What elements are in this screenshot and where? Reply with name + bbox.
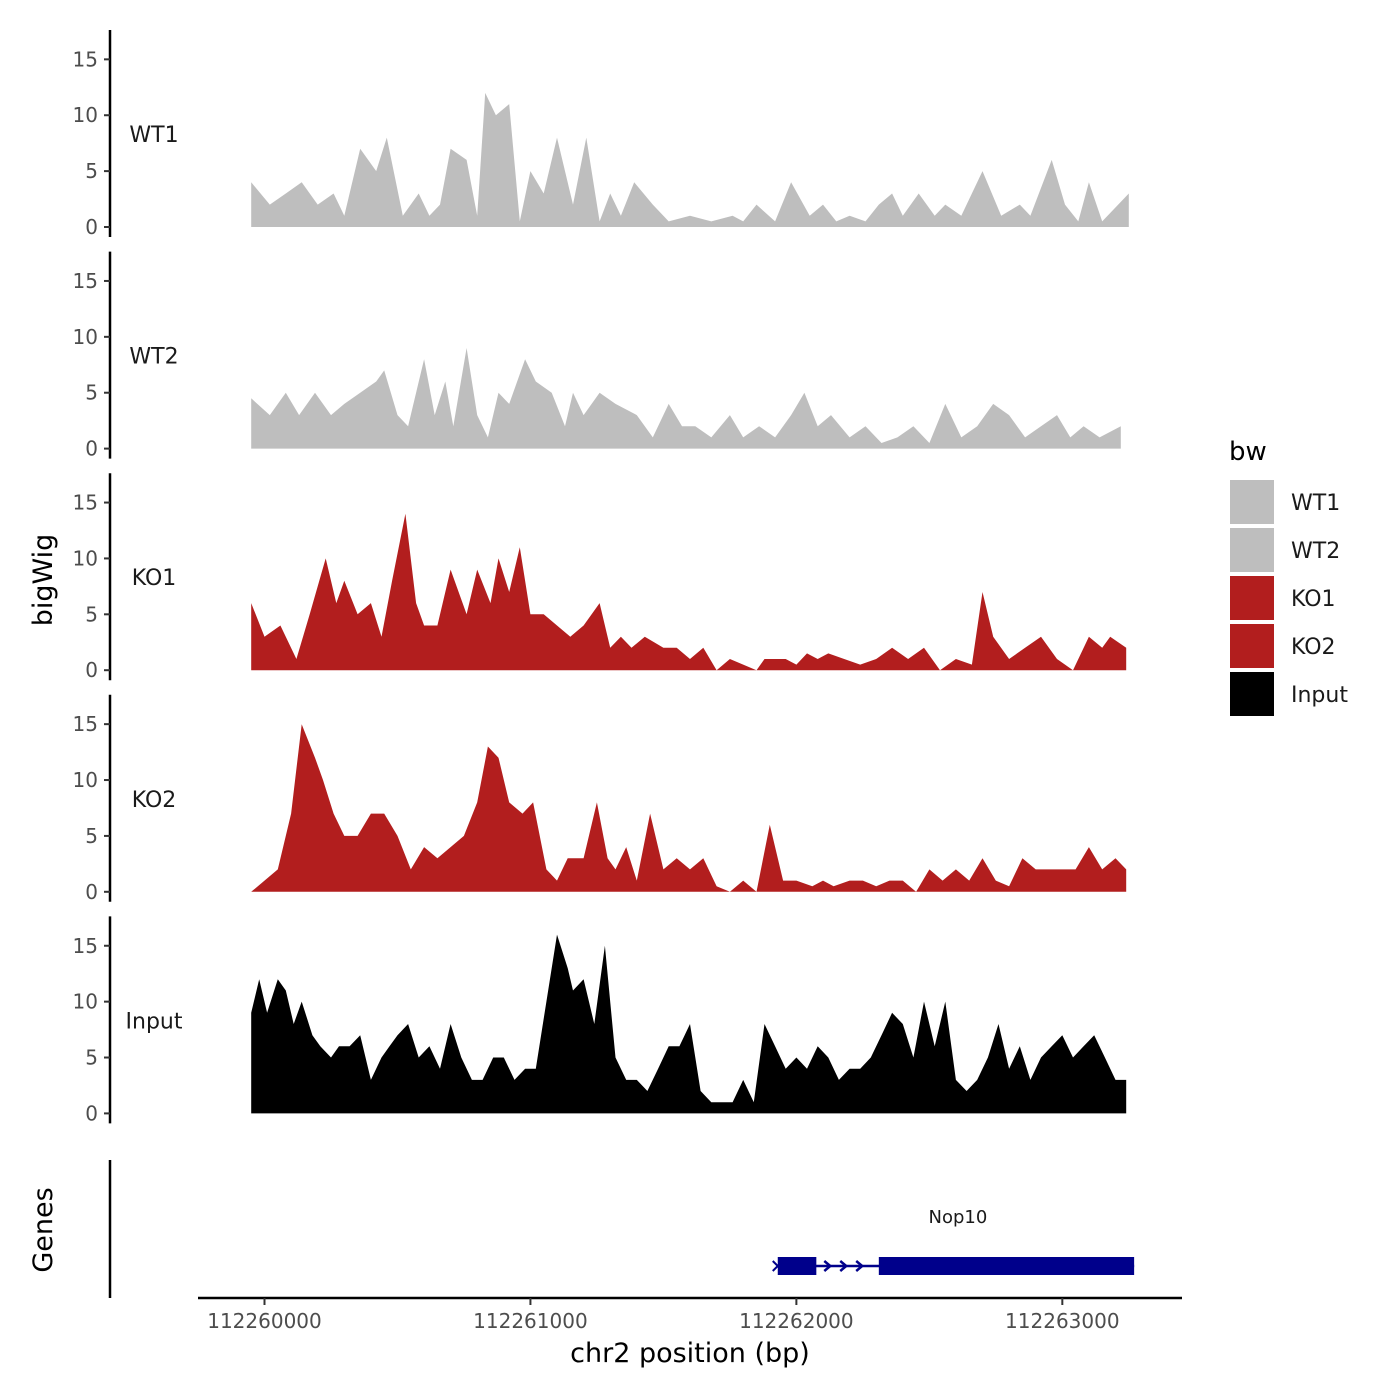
y-tick-label: 5 xyxy=(85,159,98,183)
area-wt1 xyxy=(251,92,1129,228)
y-tick-label: 15 xyxy=(73,934,98,958)
x-tick-label: 112262000 xyxy=(739,1309,854,1333)
y-tick-label: 15 xyxy=(73,712,98,736)
gene-track-title: Genes xyxy=(28,1187,59,1272)
legend-key xyxy=(1230,528,1274,572)
y-tick-label: 15 xyxy=(73,269,98,293)
x-tick-label: 112263000 xyxy=(1005,1309,1120,1333)
x-tick-label: 112260000 xyxy=(207,1309,322,1333)
bigwig-tracks: 0 5 10 15 WT1 0 5 10 15 WT2 0 5 10 15 KO1 0 5 10 15 KO2 0 5 10… xyxy=(73,30,1129,1125)
gene-track: Nop10 xyxy=(108,1160,1135,1298)
y-tick-label: 10 xyxy=(73,990,98,1014)
y-tick-label: 0 xyxy=(85,658,98,682)
track-ko1: 0 5 10 15 KO1 xyxy=(73,473,1127,682)
y-tick-label: 0 xyxy=(85,1101,98,1125)
y-tick-label: 0 xyxy=(85,880,98,904)
y-tick-label: 15 xyxy=(73,491,98,515)
y-tick-label: 10 xyxy=(73,768,98,792)
area-ko2 xyxy=(251,724,1127,892)
strand-arrow xyxy=(855,1260,865,1272)
legend-key xyxy=(1230,624,1274,668)
legend: WT1 WT2 KO1 KO2 Input xyxy=(1230,480,1348,716)
y-tick-label: 10 xyxy=(73,546,98,570)
gene-nop10: Nop10 xyxy=(772,1207,1135,1275)
area-ko1 xyxy=(251,513,1127,671)
legend-item-ko1: KO1 xyxy=(1230,576,1336,620)
y-tick-label: 5 xyxy=(85,1046,98,1070)
legend-label: KO1 xyxy=(1291,587,1336,612)
track-label: Input xyxy=(126,1009,183,1034)
legend-item-ko2: KO2 xyxy=(1230,624,1336,668)
legend-item-input: Input xyxy=(1230,672,1348,716)
y-tick-label: 5 xyxy=(85,381,98,405)
x-axis-title: chr2 position (bp) xyxy=(570,1338,810,1369)
gene-exon xyxy=(878,1257,1135,1275)
area-input xyxy=(251,934,1127,1114)
gene-exon xyxy=(777,1257,817,1275)
legend-key xyxy=(1230,576,1274,620)
x-tick-label: 112261000 xyxy=(473,1309,588,1333)
track-ko2: 0 5 10 15 KO2 xyxy=(73,694,1127,904)
gene-name-label: Nop10 xyxy=(929,1207,988,1228)
y-tick-label: 10 xyxy=(73,325,98,349)
track-label: KO1 xyxy=(132,566,177,591)
legend-item-wt1: WT1 xyxy=(1230,480,1340,524)
legend-label: WT2 xyxy=(1291,539,1340,564)
legend-key xyxy=(1230,480,1274,524)
track-label: WT2 xyxy=(129,345,178,370)
y-tick-label: 0 xyxy=(85,437,98,461)
strand-arrow xyxy=(839,1260,849,1272)
track-input: 0 5 10 15 Input xyxy=(73,916,1127,1125)
track-label: WT1 xyxy=(129,123,178,148)
track-wt2: 0 5 10 15 WT2 xyxy=(73,251,1121,461)
legend-label: WT1 xyxy=(1291,491,1340,516)
area-wt2 xyxy=(251,348,1121,449)
y-tick-label: 5 xyxy=(85,602,98,626)
x-axis: 112260000 112261000 112262000 112263000 xyxy=(198,1296,1182,1333)
y-tick-label: 15 xyxy=(73,47,98,71)
track-wt1: 0 5 10 15 WT1 xyxy=(73,30,1129,239)
strand-arrow xyxy=(823,1260,833,1272)
legend-item-wt2: WT2 xyxy=(1230,528,1340,572)
legend-label: Input xyxy=(1291,683,1348,708)
legend-key xyxy=(1230,672,1274,716)
y-tick-label: 5 xyxy=(85,824,98,848)
y-tick-label: 10 xyxy=(73,103,98,127)
gene-start-marker xyxy=(772,1260,784,1272)
legend-label: KO2 xyxy=(1291,635,1336,660)
y-tick-label: 0 xyxy=(85,215,98,239)
track-label: KO2 xyxy=(132,788,177,813)
y-axis-title: bigWig xyxy=(28,534,59,627)
legend-title: bw xyxy=(1229,437,1267,467)
